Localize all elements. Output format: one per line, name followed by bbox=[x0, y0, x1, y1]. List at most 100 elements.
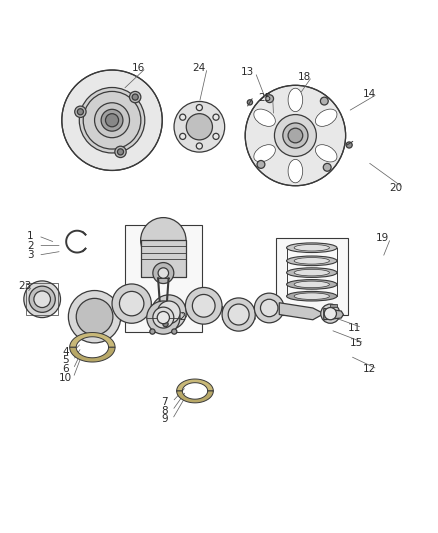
Circle shape bbox=[112, 284, 151, 323]
Circle shape bbox=[213, 114, 219, 120]
Ellipse shape bbox=[254, 144, 276, 162]
Circle shape bbox=[34, 291, 50, 308]
Ellipse shape bbox=[315, 109, 337, 126]
Circle shape bbox=[62, 70, 162, 171]
Polygon shape bbox=[177, 391, 213, 403]
Circle shape bbox=[185, 287, 222, 324]
Circle shape bbox=[192, 294, 215, 317]
Ellipse shape bbox=[286, 292, 337, 301]
Ellipse shape bbox=[288, 159, 303, 183]
Circle shape bbox=[158, 268, 169, 278]
Circle shape bbox=[288, 128, 303, 143]
Ellipse shape bbox=[254, 109, 276, 126]
Circle shape bbox=[228, 304, 249, 325]
Circle shape bbox=[266, 95, 274, 103]
Circle shape bbox=[186, 114, 212, 140]
Bar bbox=[330, 304, 337, 307]
Ellipse shape bbox=[294, 269, 329, 276]
Circle shape bbox=[79, 87, 145, 153]
Text: 8: 8 bbox=[161, 406, 168, 416]
Text: 15: 15 bbox=[350, 338, 363, 348]
Text: 14: 14 bbox=[363, 89, 376, 99]
Circle shape bbox=[157, 301, 180, 324]
Text: 2: 2 bbox=[27, 240, 34, 251]
Circle shape bbox=[180, 133, 186, 140]
Text: 7: 7 bbox=[161, 397, 168, 407]
Text: 24: 24 bbox=[193, 63, 206, 73]
Circle shape bbox=[101, 109, 123, 131]
Polygon shape bbox=[324, 309, 343, 320]
Circle shape bbox=[163, 321, 168, 327]
Text: 4: 4 bbox=[62, 346, 69, 357]
Circle shape bbox=[147, 301, 180, 334]
Text: 11: 11 bbox=[348, 322, 361, 333]
Polygon shape bbox=[70, 333, 115, 348]
Circle shape bbox=[222, 298, 255, 331]
Ellipse shape bbox=[288, 88, 303, 111]
Ellipse shape bbox=[294, 281, 329, 288]
Circle shape bbox=[283, 123, 308, 148]
Ellipse shape bbox=[286, 243, 337, 253]
Circle shape bbox=[245, 85, 346, 185]
Circle shape bbox=[275, 115, 316, 157]
Circle shape bbox=[115, 146, 126, 158]
Circle shape bbox=[180, 114, 186, 120]
Circle shape bbox=[76, 298, 113, 335]
Circle shape bbox=[120, 292, 144, 316]
Text: 25: 25 bbox=[258, 93, 272, 103]
Text: 20: 20 bbox=[389, 183, 403, 193]
Circle shape bbox=[321, 304, 340, 323]
Ellipse shape bbox=[294, 257, 329, 264]
Polygon shape bbox=[141, 240, 186, 277]
Text: 19: 19 bbox=[376, 233, 389, 243]
Circle shape bbox=[213, 133, 219, 140]
Circle shape bbox=[324, 308, 336, 320]
Text: 9: 9 bbox=[161, 414, 168, 424]
Circle shape bbox=[130, 91, 141, 103]
Circle shape bbox=[247, 100, 253, 105]
Circle shape bbox=[153, 307, 174, 328]
Polygon shape bbox=[177, 379, 213, 391]
Circle shape bbox=[196, 143, 202, 149]
Text: 13: 13 bbox=[241, 67, 254, 77]
Circle shape bbox=[68, 290, 121, 343]
Circle shape bbox=[196, 104, 202, 111]
Circle shape bbox=[261, 299, 278, 317]
Circle shape bbox=[323, 164, 331, 171]
Circle shape bbox=[24, 281, 60, 318]
Ellipse shape bbox=[286, 280, 337, 289]
Text: 5: 5 bbox=[62, 356, 69, 365]
Circle shape bbox=[174, 101, 225, 152]
FancyBboxPatch shape bbox=[125, 225, 201, 332]
Circle shape bbox=[106, 114, 119, 127]
Text: 10: 10 bbox=[59, 373, 72, 383]
Text: 18: 18 bbox=[297, 71, 311, 82]
Circle shape bbox=[254, 293, 284, 323]
Text: 1: 1 bbox=[27, 231, 34, 241]
Circle shape bbox=[157, 311, 170, 324]
Text: 3: 3 bbox=[27, 250, 34, 260]
Ellipse shape bbox=[315, 144, 337, 162]
Text: 23: 23 bbox=[18, 281, 32, 291]
Circle shape bbox=[150, 329, 155, 334]
Ellipse shape bbox=[294, 293, 329, 300]
Circle shape bbox=[117, 149, 124, 155]
Circle shape bbox=[141, 217, 186, 263]
Text: 22: 22 bbox=[173, 312, 186, 322]
Circle shape bbox=[78, 109, 84, 115]
Circle shape bbox=[151, 295, 186, 330]
Ellipse shape bbox=[286, 256, 337, 265]
Text: 16: 16 bbox=[131, 63, 145, 73]
Circle shape bbox=[75, 106, 86, 117]
Polygon shape bbox=[70, 348, 115, 362]
Circle shape bbox=[132, 94, 138, 100]
Circle shape bbox=[172, 329, 177, 334]
Circle shape bbox=[153, 263, 174, 284]
Polygon shape bbox=[279, 303, 324, 320]
Circle shape bbox=[257, 160, 265, 168]
Circle shape bbox=[320, 97, 328, 105]
Circle shape bbox=[95, 103, 130, 138]
Ellipse shape bbox=[286, 268, 337, 277]
Ellipse shape bbox=[294, 245, 329, 251]
Text: 12: 12 bbox=[363, 364, 376, 374]
